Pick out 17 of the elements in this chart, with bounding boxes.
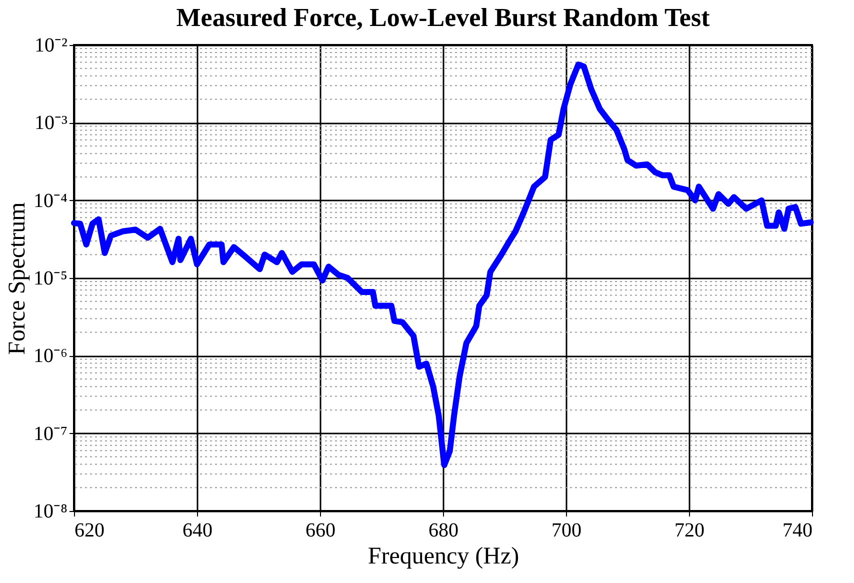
y-tick-label: 10⁻⁵ [34, 268, 68, 290]
y-tick-label: 10⁻³ [34, 112, 68, 134]
y-tick-label: 10⁻⁷ [34, 422, 68, 445]
x-tick-label: 720 [674, 520, 704, 542]
y-tick-label: 10⁻⁴ [34, 190, 68, 212]
x-tick-label: 680 [428, 520, 458, 542]
x-tick-label: 700 [552, 520, 582, 542]
y-axis-title: Force Spectrum [4, 202, 31, 355]
y-tick-label: 10⁻⁸ [34, 500, 68, 522]
x-tick-label: 660 [306, 520, 336, 542]
x-tick-label: 740 [782, 520, 812, 542]
y-tick-label: 10⁻² [34, 34, 68, 56]
x-axis-title: Frequency (Hz) [368, 544, 520, 570]
y-tick-label: 10⁻⁶ [34, 345, 68, 368]
chart-title: Measured Force, Low-Level Burst Random Test [176, 3, 710, 32]
x-tick-label: 640 [182, 520, 212, 542]
x-tick-label: 620 [74, 520, 104, 542]
